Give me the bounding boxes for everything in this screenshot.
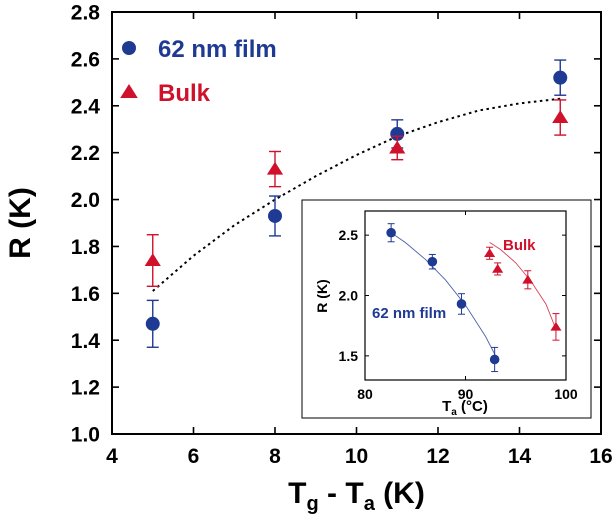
main-x-axis-label: Tg - Ta (K) (288, 477, 425, 515)
main-y-tick-label: 1.4 (71, 330, 101, 353)
main-x-tick-labels: 4 6 8 10 12 14 16 (106, 445, 613, 468)
inset-film-point (386, 223, 396, 243)
main-film-point (553, 59, 568, 96)
main-bulk-point (144, 234, 161, 287)
main-y-axis-label: R (K) (4, 187, 37, 259)
inset-y-tick-labels: 1.5 2.0 2.5 (339, 227, 359, 364)
main-y-tick-labels: 1.0 1.2 1.4 1.6 1.8 2.0 2.2 2.4 2.6 2.8 (71, 2, 101, 447)
main-film-marker (553, 70, 568, 85)
main-x-tick-label: 4 (106, 445, 118, 468)
inset-film-fit-line (390, 232, 496, 357)
inset-background (301, 199, 592, 419)
legend-film-marker (122, 41, 136, 55)
inset-film-point (489, 346, 500, 373)
inset-x-tick-label: 100 (554, 386, 578, 402)
main-data-points (144, 59, 569, 348)
main-y-tick-label: 1.6 (71, 283, 100, 306)
main-film-marker (390, 126, 405, 141)
inset-axis-ticks (364, 211, 567, 380)
inset-x-axis-label: Ta (°C) (442, 398, 488, 418)
main-bulk-point (552, 99, 569, 136)
inset-film-marker (427, 256, 438, 267)
main-bulk-marker (552, 110, 569, 124)
inset-x-tick-label: 80 (357, 386, 373, 402)
inset-fit-curves (390, 232, 557, 357)
inset-x-tick-labels: 80 90 100 (357, 386, 578, 402)
main-y-tick-label: 1.8 (71, 236, 101, 259)
main-y-tick-label: 2.8 (71, 2, 101, 25)
main-y-tick-label: 2.0 (71, 189, 100, 212)
legend-bulk-label: Bulk (158, 80, 211, 107)
main-y-tick-label: 2.6 (71, 48, 100, 71)
main-x-tick-label: 12 (426, 445, 449, 468)
inset-bulk-marker (492, 263, 504, 273)
main-y-tick-label: 1.2 (71, 377, 100, 400)
main-bulk-point (266, 150, 284, 188)
inset-x-tick-label: 90 (458, 386, 474, 402)
inset-bulk-point (492, 262, 504, 276)
inset-bulk-series-label: Bulk (503, 237, 536, 254)
inset-bulk-marker (522, 274, 534, 284)
inset-bulk-fit-line (489, 242, 557, 330)
inset-y-tick-label: 2.5 (339, 227, 359, 243)
legend: 62 nm film Bulk (120, 36, 277, 107)
inset-film-marker (456, 299, 467, 309)
main-film-marker (145, 316, 160, 331)
main-y-tick-label: 2.4 (71, 95, 101, 118)
main-bulk-marker (389, 140, 406, 154)
inset-y-tick-label: 1.5 (339, 348, 359, 364)
inset-y-tick-label: 2.0 (339, 288, 359, 304)
main-y-tick-label: 2.2 (71, 142, 100, 165)
main-film-point (268, 195, 282, 237)
inset-film-point (427, 253, 438, 270)
inset-film-marker (386, 227, 396, 238)
main-x-tick-label: 8 (269, 445, 281, 468)
main-bulk-marker (144, 253, 161, 267)
inset-data-points (386, 223, 562, 373)
main-axis-ticks (111, 11, 602, 435)
inset-bulk-marker (550, 321, 562, 331)
inset-film-series-label: 62 nm film (372, 305, 446, 322)
main-x-tick-label: 10 (345, 445, 368, 468)
main-bulk-marker (266, 161, 284, 175)
inset-bulk-point (550, 313, 562, 341)
inset-y-axis-label: R (K) (314, 279, 330, 312)
inset-film-point (456, 293, 467, 315)
main-y-tick-label: 1.0 (71, 424, 100, 447)
main-bulk-point (389, 135, 406, 161)
main-film-point (145, 299, 160, 348)
legend-film-label: 62 nm film (158, 36, 277, 63)
main-film-marker (268, 208, 282, 223)
inset-bulk-marker (484, 248, 496, 258)
legend-bulk-marker (120, 84, 138, 98)
inset-film-marker (489, 354, 500, 365)
main-x-tick-label: 14 (508, 445, 532, 468)
main-x-tick-label: 16 (589, 445, 612, 468)
inset-bulk-point (522, 270, 534, 290)
inset-bulk-point (484, 246, 496, 260)
main-x-tick-label: 6 (188, 445, 200, 468)
